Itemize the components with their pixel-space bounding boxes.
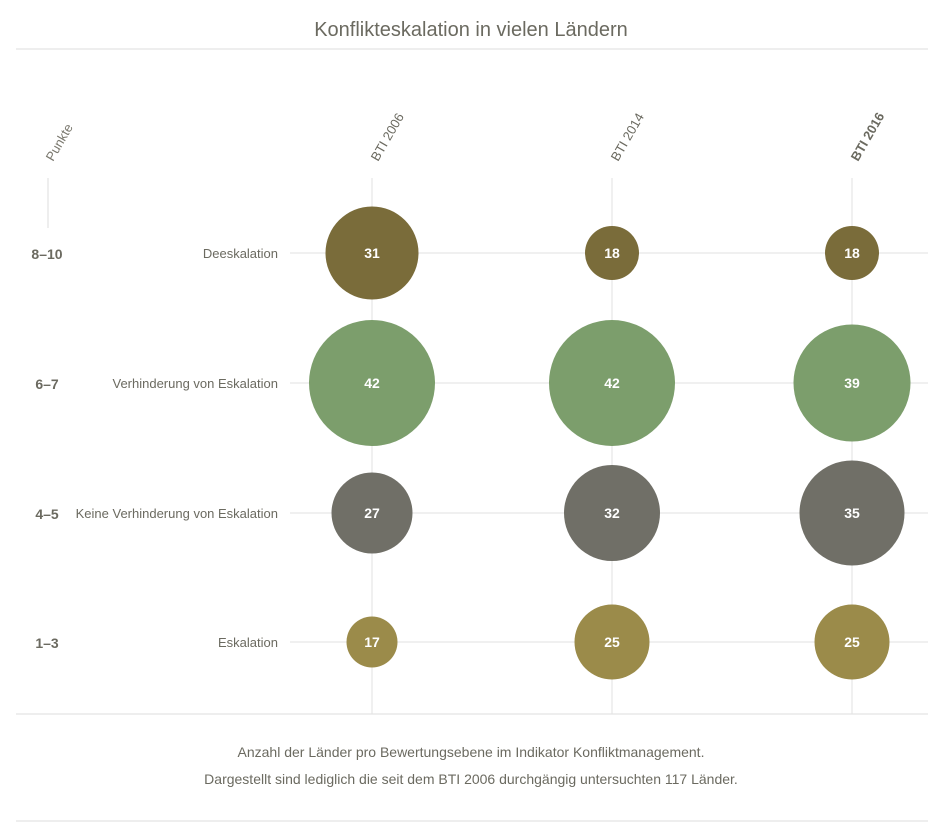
row-points-label: 1–3 [35,635,59,651]
bubble-value-label: 42 [364,375,380,391]
row-category-label: Deeskalation [203,246,278,261]
row-points-label: 4–5 [35,506,59,522]
bubble [309,320,435,446]
y-axis-title: Punkte [43,121,76,164]
bubble [814,604,890,680]
column-label: BTI 2006 [368,110,407,163]
row-category-label: Verhinderung von Eskalation [112,376,278,391]
bubble-value-label: 25 [844,634,860,650]
bubble [325,206,419,300]
column-label: BTI 2016 [848,110,888,164]
bubble-value-label: 17 [364,634,380,650]
row-category-label: Keine Verhinderung von Eskalation [76,506,278,521]
note-2: Dargestellt sind lediglich die seit dem … [204,771,738,787]
bubble [574,604,650,680]
bubble-value-label: 39 [844,375,860,391]
row-points-label: 6–7 [35,376,59,392]
row-points-label: 8–10 [31,246,62,262]
column-label: BTI 2014 [608,110,647,163]
bubble-value-label: 42 [604,375,620,391]
row-category-label: Eskalation [218,635,278,650]
chart-title: Konflikteskalation in vielen Ländern [314,19,628,41]
note-1: Anzahl der Länder pro Bewertungsebene im… [238,744,705,760]
bubble-value-label: 32 [604,505,620,521]
bubble-value-label: 18 [844,245,860,261]
bubble [825,226,879,280]
bubble [549,320,675,446]
bubble [585,226,639,280]
bubble-value-label: 31 [364,245,380,261]
bubble [564,465,660,561]
bubble-value-label: 25 [604,634,620,650]
bubble [799,460,905,566]
bubble [346,616,398,668]
bubble [793,324,911,442]
bubble [331,472,413,554]
bubble-value-label: 27 [364,505,380,521]
bubble-value-label: 35 [844,505,860,521]
bubble-value-label: 18 [604,245,620,261]
